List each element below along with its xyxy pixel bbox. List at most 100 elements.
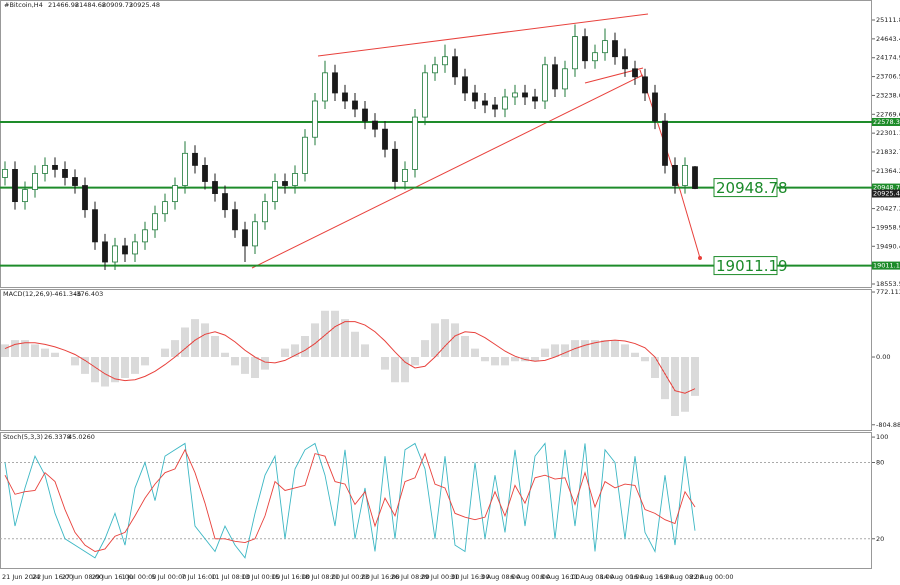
candle-body <box>642 76 648 94</box>
candle-body <box>12 169 18 203</box>
candle-body <box>82 185 88 211</box>
candle-body <box>212 181 218 194</box>
candle-body <box>322 72 328 102</box>
candle-body <box>222 193 228 211</box>
main-panel <box>0 0 872 288</box>
candle-body <box>302 136 308 174</box>
candle-body <box>72 177 78 186</box>
candle-body <box>672 164 678 186</box>
x-tick-label: 18 Jul 08:00 <box>301 573 340 581</box>
y-tick-label: 25111.88 <box>876 16 900 24</box>
x-tick-label: 5 Jul 00:00 <box>152 573 187 581</box>
y-tick-label: 100 <box>876 433 888 441</box>
signal-line <box>4 321 696 394</box>
y-tick-label: 24174.98 <box>876 54 900 62</box>
panel-title: Stoch(5,3,3) <box>3 433 43 441</box>
candle-body <box>432 64 438 74</box>
candle-body <box>512 92 518 98</box>
candle-body <box>542 64 548 102</box>
x-tick-label: 22 Aug 00:00 <box>690 573 734 581</box>
x-tick-label: 3 Aug 08:00 <box>480 573 520 581</box>
y-tick-label: 20427.38 <box>876 205 900 213</box>
x-tick-label: 21 Jun 2022 <box>2 573 41 581</box>
x-tick-label: 29 Jun 16:00 <box>92 573 133 581</box>
x-tick-label: 21 Jul 00:00 <box>331 573 370 581</box>
ohlc-readout: 21466.98 <box>48 1 79 9</box>
candle-body <box>292 173 298 186</box>
candle-body <box>32 173 38 190</box>
x-tick-label: 6 Aug 00:00 <box>510 573 550 581</box>
y-tick-label: 23238.08 <box>876 91 900 99</box>
candle-body <box>392 148 398 182</box>
candle-body <box>382 128 388 150</box>
x-tick-label: 8 Aug 16:00 <box>540 573 580 581</box>
candle-body <box>582 36 588 62</box>
x-tick-label: 13 Jul 00:00 <box>241 573 280 581</box>
candle-body <box>162 201 168 215</box>
candle-body <box>412 116 418 170</box>
candle-body <box>652 92 658 122</box>
x-tick-label: 24 Jun 16:00 <box>32 573 73 581</box>
y-tick-label: 22769.63 <box>876 110 900 118</box>
y-tick-label: -804.881 <box>876 421 900 429</box>
candle-body <box>92 209 98 243</box>
candle-body <box>452 56 458 78</box>
candle-body <box>562 68 568 90</box>
level-tag <box>872 261 900 270</box>
price-tag-label: 20925.48 <box>873 190 900 198</box>
candle-body <box>252 221 258 247</box>
projection-end <box>698 256 702 260</box>
level-tag-label: 19011.19 <box>873 262 900 270</box>
x-tick-label: 23 Jul 16:00 <box>361 573 400 581</box>
candle-body <box>592 52 598 62</box>
candle-body <box>332 72 338 94</box>
candle-body <box>172 185 178 203</box>
y-tick-label: 772.113 <box>876 288 900 296</box>
candle-body <box>202 164 208 182</box>
trend-line <box>251 74 644 269</box>
candle-body <box>662 120 668 166</box>
candle-body <box>22 189 28 203</box>
candle-body <box>132 241 138 255</box>
ohlc-readout: 21484.68 <box>75 1 106 9</box>
x-tick-label: 31 Jul 16:00 <box>451 573 490 581</box>
y-tick-label: 21364.28 <box>876 167 900 175</box>
candle-body <box>462 76 468 94</box>
x-tick-label: 11 Aug 08:00 <box>570 573 614 581</box>
candle-body <box>402 169 408 182</box>
candle-body <box>122 245 128 255</box>
candle-body <box>102 241 108 263</box>
candle-body <box>442 56 448 66</box>
y-tick-label: 19490.48 <box>876 242 900 250</box>
y-tick-label: 23706.53 <box>876 73 900 81</box>
candle-body <box>552 64 558 90</box>
candle-body <box>232 209 238 231</box>
trend-line <box>317 13 649 57</box>
stoch-readout: 26.3378 <box>44 433 71 441</box>
candle-body <box>602 40 608 54</box>
candle-body <box>532 96 538 102</box>
y-tick-label: 0.00 <box>876 353 890 361</box>
trend-lines <box>251 13 702 269</box>
projection <box>639 69 701 259</box>
candle-body <box>182 152 188 186</box>
y-tick-label: 20 <box>876 535 884 543</box>
candle-body <box>352 100 358 110</box>
candle-body <box>622 56 628 70</box>
candle-body <box>522 92 528 98</box>
candle-body <box>262 201 268 223</box>
candle-body <box>502 96 508 110</box>
candle-body <box>192 152 198 166</box>
y-tick-label: 21832.73 <box>876 148 900 156</box>
candle-body <box>472 92 478 102</box>
candle-body <box>632 68 638 78</box>
y-tick-label: 80 <box>876 459 884 467</box>
symbol: #Bitcoin,H4 <box>4 1 43 9</box>
candle-body <box>422 72 428 118</box>
ohlc-readout: 20909.73 <box>102 1 133 9</box>
candle-body <box>142 229 148 243</box>
candle-body <box>282 181 288 186</box>
stoch-line <box>4 442 696 559</box>
x-tick-label: 14 Aug 00:00 <box>600 573 644 581</box>
